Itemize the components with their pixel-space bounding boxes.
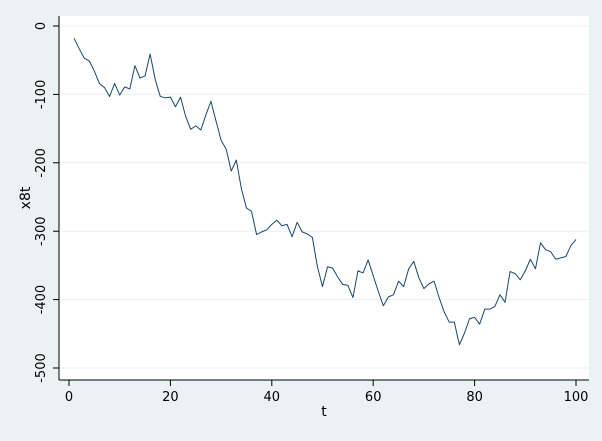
series-line [73, 38, 577, 346]
x-axis-label: t [321, 404, 327, 420]
y-tick-label: -100 [34, 80, 49, 110]
y-tick-label: -200 [34, 148, 49, 178]
x-tick-label: 20 [162, 390, 179, 405]
y-tick-label: -400 [34, 285, 49, 315]
y-tick-label: -300 [34, 216, 49, 246]
y-tick-label: 0 [34, 22, 49, 30]
gridlines [59, 25, 589, 369]
x-tick-label: 100 [564, 390, 589, 405]
x-tick-label: 60 [365, 390, 382, 405]
plot-region [59, 16, 589, 380]
x-tick-label: 40 [264, 390, 281, 405]
y-axis-label: x8t [18, 186, 34, 209]
series-layer [73, 38, 577, 346]
x-tick-label: 0 [65, 390, 73, 405]
y-tick-label: -500 [34, 353, 49, 383]
axes: 0 20 40 60 80 100 0 -100 -200 -300 -400 -500 [34, 16, 589, 405]
x-tick-label: 80 [466, 390, 483, 405]
